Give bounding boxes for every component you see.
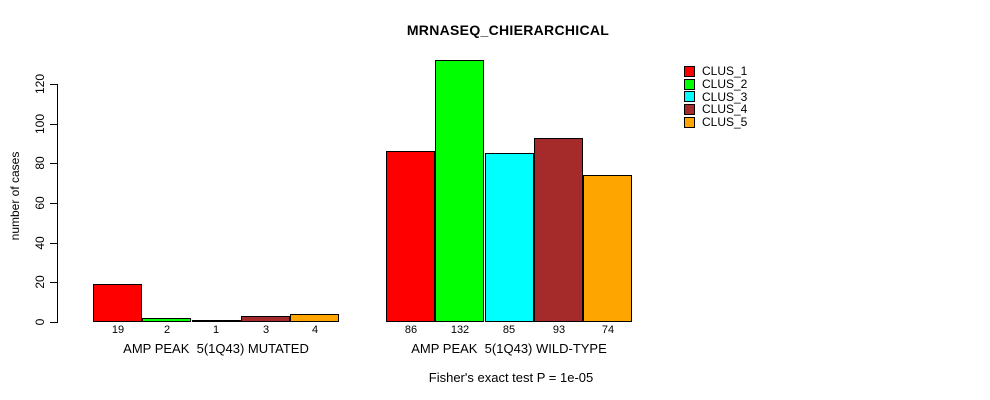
legend-swatch-icon	[684, 78, 695, 90]
legend-item-clus_5: CLUS_5	[684, 116, 747, 129]
y-axis-tick-label: 0	[33, 318, 47, 326]
bar-clus_3-group1	[485, 153, 534, 322]
y-axis-tick-label: 40	[33, 236, 47, 250]
legend-swatch-icon	[684, 103, 695, 115]
bar-value-label: 1	[212, 324, 220, 336]
bar-clus_4-group0	[241, 316, 290, 322]
legend-item-clus_3: CLUS_3	[684, 90, 747, 103]
legend-label: CLUS_5	[702, 115, 748, 130]
y-axis-tick-label: 80	[33, 156, 47, 170]
legend-item-clus_4: CLUS_4	[684, 103, 747, 116]
y-axis-tick	[50, 84, 57, 85]
legend-item-clus_2: CLUS_2	[684, 78, 747, 91]
y-axis-tick-label: 120	[33, 73, 47, 95]
legend: CLUS_1 CLUS_2 CLUS_3 CLUS_4 CLUS_5	[684, 65, 747, 128]
y-axis-line	[57, 84, 58, 323]
bar-value-label: 4	[311, 324, 319, 336]
y-axis-tick	[50, 282, 57, 283]
legend-label: CLUS_4	[702, 102, 748, 117]
bar-clus_4-group1	[534, 138, 583, 322]
bar-clus_1-group0	[93, 284, 142, 322]
bar-clus_1-group1	[386, 151, 435, 322]
chart-title: MRNASEQ_CHIERARCHICAL	[406, 22, 610, 38]
y-axis-label: number of cases	[8, 151, 22, 241]
legend-label: CLUS_1	[702, 64, 748, 79]
bar-value-label: 85	[502, 324, 516, 336]
legend-item-clus_1: CLUS_1	[684, 65, 747, 78]
bar-clus_3-group0	[192, 320, 241, 322]
y-axis-tick	[50, 203, 57, 204]
bar-value-label: 93	[552, 324, 566, 336]
y-axis-tick-label: 20	[33, 275, 47, 289]
legend-swatch-icon	[684, 91, 695, 103]
y-axis-tick-label: 60	[33, 196, 47, 210]
bar-clus_5-group1	[583, 175, 632, 322]
legend-swatch-icon	[684, 65, 695, 77]
y-axis-tick-label: 100	[33, 113, 47, 135]
fisher-test-footnote: Fisher's exact test P = 1e-05	[428, 370, 594, 385]
y-axis-tick	[50, 124, 57, 125]
group-label-wild-type: AMP PEAK 5(1Q43) WILD-TYPE	[411, 341, 607, 356]
y-axis-tick	[50, 322, 57, 323]
y-axis-tick	[50, 243, 57, 244]
bar-value-label: 2	[163, 324, 171, 336]
bar-value-label: 3	[262, 324, 270, 336]
legend-label: CLUS_3	[702, 89, 748, 104]
bar-clus_2-group1	[435, 60, 484, 322]
bar-value-label: 132	[450, 324, 470, 336]
bar-value-label: 74	[601, 324, 615, 336]
legend-label: CLUS_2	[702, 77, 748, 92]
group-label-mutated: AMP PEAK 5(1Q43) MUTATED	[123, 341, 309, 356]
bar-value-label: 86	[404, 324, 418, 336]
bar-clus_5-group0	[290, 314, 339, 322]
legend-swatch-icon	[684, 116, 695, 128]
bar-value-label: 19	[111, 324, 125, 336]
bar-clus_2-group0	[142, 318, 191, 322]
y-axis-tick	[50, 163, 57, 164]
